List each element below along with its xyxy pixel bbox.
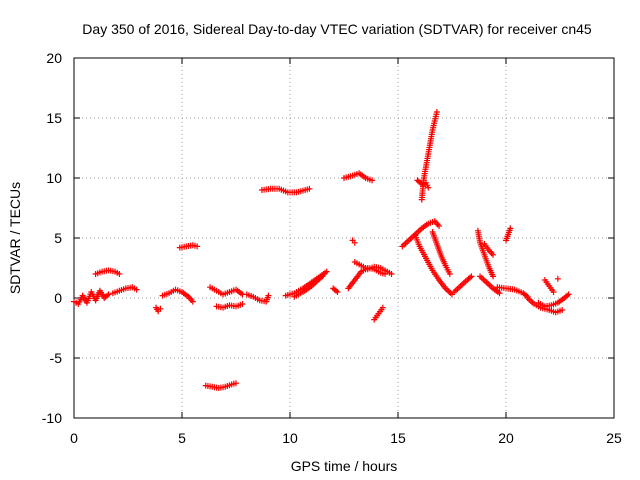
series-arc-20 [399,218,443,250]
x-tick-label: 5 [178,430,186,446]
y-tick-label: 5 [54,230,62,246]
series-arc-2 [92,267,123,277]
series-arc-3 [109,284,140,297]
series-arc-12 [282,268,330,299]
series-arc-19 [371,304,386,323]
series-arc-29 [503,225,514,244]
data-point-marker [388,271,395,277]
data-point-marker [334,289,341,295]
data-point-marker [425,184,432,191]
data-point-marker [239,301,246,307]
series-arc-18 [349,237,358,246]
series-arc-8 [207,284,246,298]
series-arc-10 [243,291,272,305]
series-arc-5 [159,286,196,305]
series-arc-11 [258,185,313,196]
data-point-marker [369,177,376,184]
data-point-marker [116,271,123,277]
y-tick-label: 10 [46,170,62,186]
grid-layer [74,58,614,418]
data-point-marker [105,291,112,298]
series-arc-32 [535,291,572,310]
data-point-marker [565,291,572,298]
data-point-marker [323,268,330,275]
x-axis-title: GPS time / hours [291,458,398,474]
chart-title: Day 350 of 2016, Sidereal Day-to-day VTE… [82,21,592,37]
series-arc-21 [412,232,455,298]
series-arc-34 [554,275,561,282]
series-arc-26 [474,227,497,280]
y-axis-title: SDTVAR / TECUs [7,182,23,294]
series-arc-17 [351,259,395,277]
data-point-marker [157,305,164,312]
series-arc-22 [429,229,453,277]
data-point-marker [490,273,497,280]
tick-layer [73,57,615,419]
data-point-marker [319,273,326,280]
data-point-marker [490,251,497,258]
x-tick-label: 20 [498,430,514,446]
y-tick-label: 15 [46,110,62,126]
series-arc-14 [330,285,341,295]
data-point-marker [194,243,201,250]
series-arc-13 [291,273,326,300]
data-point-marker [351,239,358,246]
series-arc-25 [414,177,432,191]
series-arc-6 [176,242,201,251]
data-point-marker [265,292,272,299]
data-point-marker [189,298,196,305]
data-point-marker [436,223,443,229]
x-tick-label: 15 [390,430,406,446]
y-tick-label: 20 [46,50,62,66]
series-arc-15 [341,170,376,184]
tick-label-layer: 0 5 10 15 20 25 -10 -5 0 5 10 15 20 [42,50,622,446]
x-tick-label: 25 [606,430,622,446]
data-points-layer [71,109,572,391]
x-tick-label: 0 [70,430,78,446]
y-tick-label: -10 [42,410,62,426]
series-arc-7 [202,380,239,391]
series-arc-1 [71,287,112,307]
series-arc-4 [153,304,164,315]
data-point-marker [559,307,566,313]
x-tick-label: 10 [282,430,298,446]
data-point-marker [233,380,239,387]
series-arc-27 [477,273,503,297]
data-point-marker [503,237,509,244]
data-point-marker [446,271,453,277]
data-point-marker [468,273,475,280]
series-arc-24 [418,109,440,203]
data-point-marker [379,304,386,311]
series-arc-23 [451,273,475,295]
series-arc-9 [213,301,246,311]
series-arc-16 [345,265,389,292]
data-point-marker [550,289,557,295]
series-arc-33 [541,277,557,295]
data-point-marker [496,290,503,297]
y-tick-label: 0 [54,290,62,306]
data-point-marker [133,286,140,293]
data-point-marker [554,275,561,282]
series-arc-28 [481,241,497,258]
y-tick-label: -5 [50,350,63,366]
data-point-marker [306,185,313,192]
data-point-marker [433,109,440,115]
